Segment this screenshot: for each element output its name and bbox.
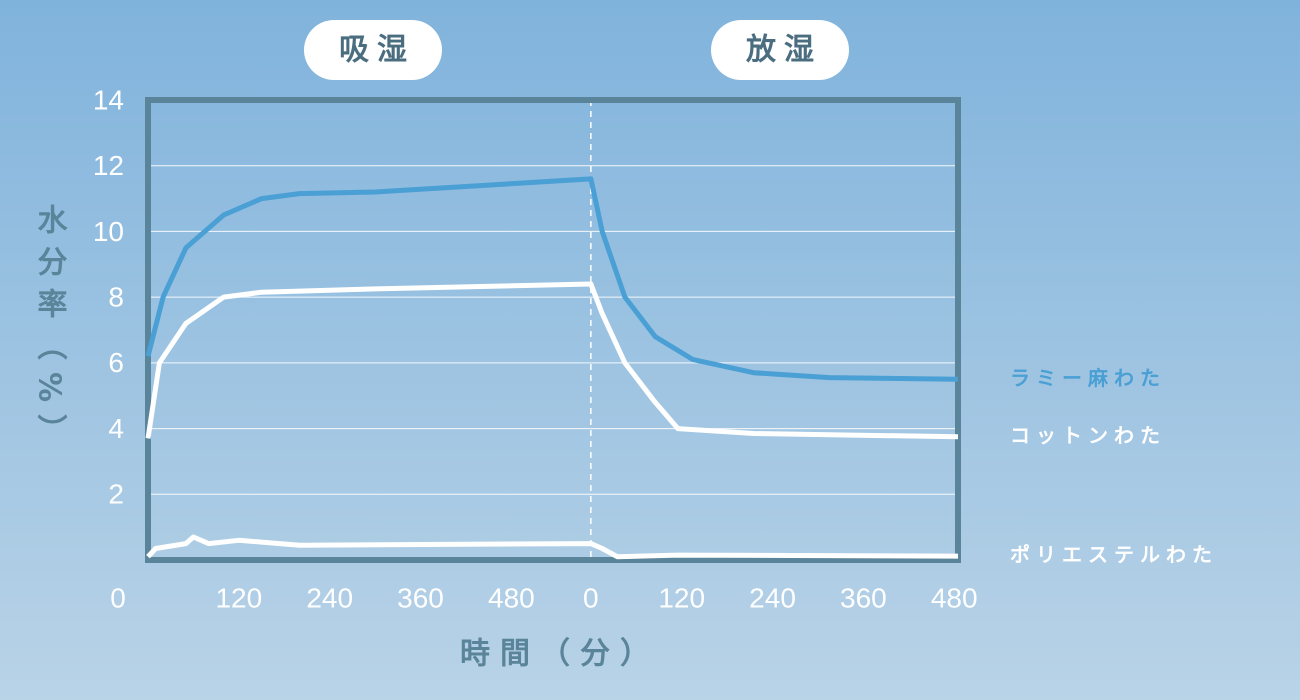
phase-pill: [711, 20, 849, 80]
x-tick-label: 480: [488, 582, 535, 613]
phase-pill: [304, 20, 442, 80]
data-line: [146, 534, 959, 560]
x-tick-label: 240: [306, 582, 353, 613]
y-tick-label: 10: [93, 216, 124, 247]
y-tick-label: 0: [110, 582, 126, 613]
x-tick-label: 360: [840, 582, 887, 613]
data-line: [145, 281, 959, 440]
y-tick-label: 8: [108, 282, 124, 313]
phase-label: 吸湿: [339, 33, 415, 68]
phase-label: 放湿: [745, 33, 822, 68]
plot-frame: [145, 97, 961, 563]
x-tick-label: 120: [658, 582, 705, 613]
legend-label: ポリエステルわた: [1010, 543, 1218, 567]
legend-label: ラミー麻わた: [1010, 366, 1166, 390]
y-tick-label: 2: [108, 479, 124, 510]
x-tick-label: 360: [397, 582, 444, 613]
legend-label: コットンわた: [1010, 423, 1166, 447]
x-tick-label: 480: [931, 582, 978, 613]
y-tick-label: 4: [108, 413, 124, 444]
x-tick-label: 0: [583, 582, 599, 613]
x-tick-label: 240: [749, 582, 796, 613]
x-axis-title: 時間（分）: [460, 637, 660, 672]
y-axis-title: 水分率（%）: [32, 204, 68, 456]
data-line: [145, 176, 959, 382]
y-tick-label: 14: [93, 84, 124, 115]
y-tick-label: 12: [93, 150, 124, 181]
x-tick-label: 120: [215, 582, 262, 613]
y-tick-label: 6: [108, 347, 124, 378]
